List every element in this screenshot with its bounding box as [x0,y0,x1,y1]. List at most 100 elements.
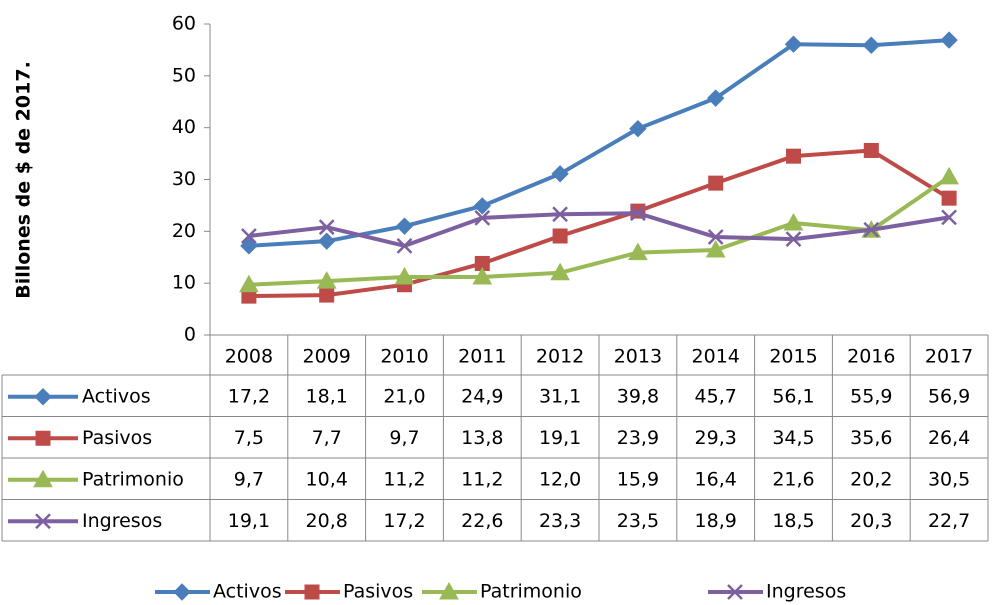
data-point [941,190,957,206]
table-value: 30,5 [928,468,970,490]
y-tick-label: 50 [172,64,196,86]
row-label: Activos [82,385,151,407]
table-value: 20,3 [850,510,892,532]
table-value: 11,2 [383,468,425,490]
legend-marker [727,584,743,600]
x-tick-label: 2015 [769,346,817,368]
data-point [319,287,335,303]
legend-label: Activos [213,581,282,603]
row-label: Pasivos [82,427,152,449]
table-value: 17,2 [228,385,270,407]
data-point [940,31,958,49]
data-point [783,213,804,231]
table-value: 13,8 [461,427,503,449]
legend-marker [35,513,51,530]
table-value: 21,0 [383,385,425,407]
x-tick-label: 2016 [847,346,895,368]
table-value: 23,5 [617,510,659,532]
series-line [248,211,950,248]
data-point [629,119,647,138]
table-value: 29,3 [695,427,737,449]
y-axis-label: Billones de $ de 2017. [13,61,35,299]
table-value: 9,7 [389,427,419,449]
data-point [396,237,413,254]
row-label: Ingresos [82,510,162,532]
x-tick-label: 2012 [536,346,584,368]
data-point [394,266,415,285]
legend-label: Pasivos [343,581,413,603]
x-tick-label: 2010 [380,346,428,368]
table-value: 22,6 [461,510,503,532]
x-tick-label: 2017 [925,346,973,368]
data-point [551,165,569,183]
data-point [862,36,881,54]
y-tick-label: 10 [172,272,196,294]
table-value: 19,1 [539,427,581,449]
table-value: 23,3 [539,510,581,532]
data-point [552,228,568,244]
table-value: 39,8 [617,385,659,407]
table-value: 7,7 [312,427,342,449]
data-point [550,262,570,281]
table-value: 7,5 [234,427,264,449]
data-point [318,219,335,236]
legend-marker [304,584,320,600]
table-value: 26,4 [928,427,970,449]
data-point [240,237,258,255]
row-label: Patrimonio [82,468,184,490]
y-tick-label: 60 [172,13,196,35]
x-tick-label: 2008 [225,346,273,368]
data-point [939,166,959,185]
legend-label: Patrimonio [480,581,582,603]
y-tick-label: 0 [184,324,196,346]
data-point [395,217,414,235]
table-value: 18,9 [695,510,737,532]
data-point [941,209,957,226]
series-line [248,175,951,287]
table-value: 55,9 [850,385,892,407]
data-point [472,266,493,285]
y-tick-label: 30 [172,168,196,190]
legend-marker [173,583,191,601]
legend-marker [35,430,51,446]
y-tick-label: 40 [172,116,196,138]
series-line [248,148,951,299]
legend-marker [33,469,53,488]
data-point [786,148,801,164]
table-value: 56,1 [772,385,814,407]
table-value: 18,1 [306,385,348,407]
x-tick-label: 2014 [692,346,740,368]
table-value: 21,6 [772,468,814,490]
table-value: 24,9 [461,385,503,407]
table-value: 15,9 [617,468,659,490]
x-tick-label: 2013 [614,346,662,368]
table-value: 18,5 [772,510,814,532]
table-value: 19,1 [228,510,270,532]
table-value: 12,0 [539,468,581,490]
legend-marker [34,388,52,406]
table-value: 9,7 [234,468,264,490]
table-value: 20,8 [306,510,348,532]
legend-label: Ingresos [766,581,846,603]
data-point [863,221,880,238]
legend-marker [439,581,459,600]
x-tick-label: 2009 [303,346,351,368]
data-point [317,232,336,250]
table-value: 31,1 [539,385,581,407]
series-line [248,38,950,248]
table-value: 35,6 [850,427,892,449]
x-tick-label: 2011 [458,346,506,368]
table-value: 16,4 [695,468,737,490]
data-point [474,209,491,226]
table-value: 11,2 [461,468,503,490]
table-value: 56,9 [928,385,970,407]
data-point [707,229,724,245]
data-point [316,271,337,289]
data-point [785,231,802,247]
data-point [241,228,257,244]
data-point [706,89,725,107]
table-value: 20,2 [850,468,892,490]
table-value: 34,5 [772,427,814,449]
data-point [705,239,726,258]
